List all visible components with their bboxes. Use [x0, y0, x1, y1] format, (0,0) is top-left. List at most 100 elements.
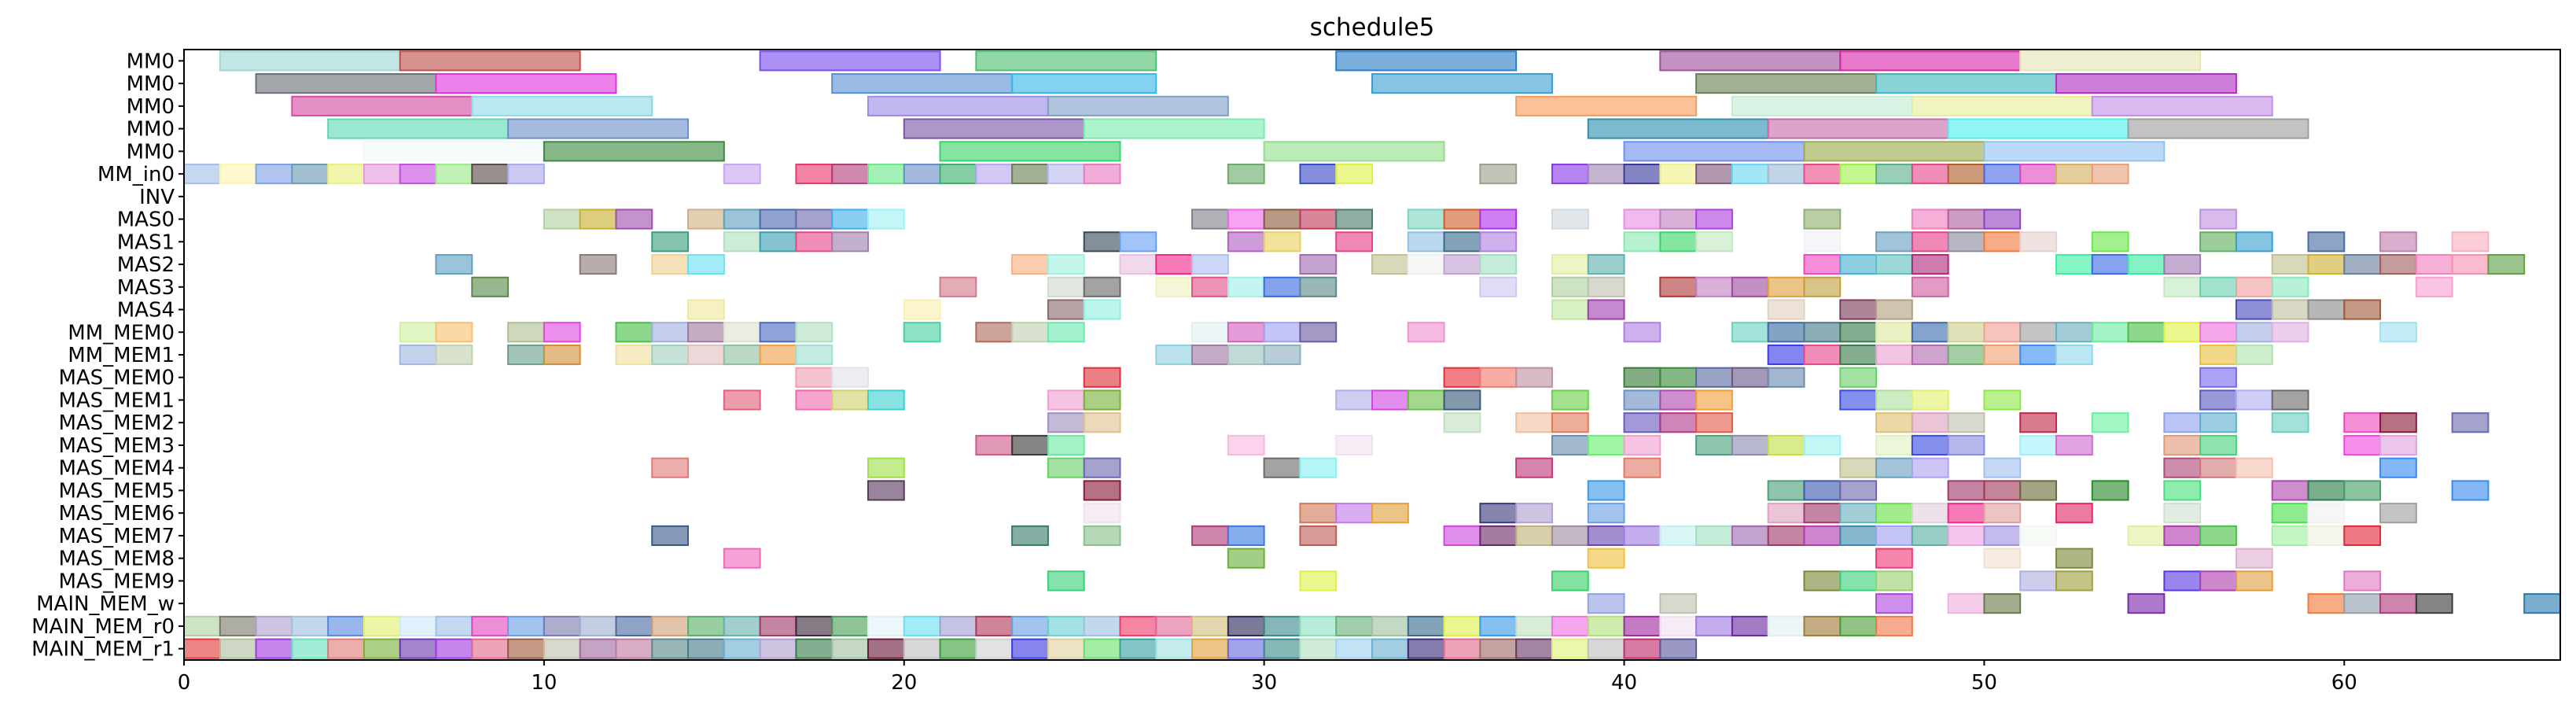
bar-row13-seg11: [1191, 344, 1229, 366]
bar-row12-seg15: [1227, 322, 1265, 343]
bar-row26-seg20: [903, 638, 941, 659]
bar-row26-seg22: [975, 638, 1014, 659]
plot-frame: [183, 49, 2561, 661]
bar-row18-seg8: [1839, 457, 1878, 478]
bar-row26-seg24: [1047, 638, 1085, 659]
bar-row12-seg22: [1803, 322, 1842, 343]
bar-row25-seg11: [579, 615, 617, 636]
bar-row25-seg47: [1875, 615, 1913, 636]
bar-row19-seg1: [1083, 480, 1121, 501]
bar-row23-seg1: [1299, 570, 1338, 592]
bar-row13-seg1: [435, 344, 473, 366]
bar-row13-seg3: [543, 344, 581, 366]
bar-row23-seg10: [2235, 570, 2273, 592]
bar-row14-seg1: [831, 367, 869, 388]
bar-row19-seg8: [2019, 480, 2057, 501]
bar-row25-seg30: [1263, 615, 1301, 636]
bar-row22-seg6: [2235, 548, 2273, 569]
bar-row15-seg17: [1983, 389, 2022, 411]
bar-row23-seg2: [1551, 570, 1589, 592]
bar-row5-seg11: [795, 164, 834, 185]
bar-row2-seg7: [2091, 95, 2273, 116]
bar-row3-seg2: [903, 118, 1085, 139]
bar-row12-seg5: [651, 322, 690, 343]
bar-row20-seg10: [1875, 503, 1913, 524]
bar-row23-seg0: [1047, 570, 1085, 592]
bar-row15-seg13: [1695, 389, 1733, 411]
bar-row16-seg17: [2379, 412, 2417, 433]
bar-row9-seg0: [435, 253, 473, 275]
bar-row24-seg3: [1947, 593, 1985, 614]
bar-row4-seg3: [1263, 141, 1445, 162]
y-tick-label: MAIN_MEM_r1: [31, 638, 175, 662]
bar-row26-seg14: [687, 638, 725, 659]
bar-row17-seg4: [1335, 434, 1374, 456]
bar-row26-seg31: [1299, 638, 1338, 659]
bar-row4-seg5: [1803, 141, 1985, 162]
x-tick-label: 0: [178, 671, 191, 695]
bar-row15-seg0: [723, 389, 761, 411]
bar-row17-seg20: [2379, 434, 2417, 456]
bar-row0-seg7: [2019, 50, 2202, 72]
bar-row25-seg0: [183, 615, 221, 636]
bar-row19-seg12: [2307, 480, 2346, 501]
bar-row25-seg3: [291, 615, 329, 636]
bar-row14-seg5: [1515, 367, 1553, 388]
bar-row11-seg12: [2343, 299, 2382, 320]
bar-row9-seg27: [2379, 253, 2417, 275]
bar-row14-seg7: [1659, 367, 1698, 388]
bar-row3-seg3: [1083, 118, 1265, 139]
bar-row11-seg2: [1047, 299, 1085, 320]
bar-row19-seg14: [2451, 480, 2490, 501]
bar-row21-seg7: [1479, 525, 1518, 546]
bar-row16-seg15: [2271, 412, 2309, 433]
bar-row14-seg9: [1731, 367, 1769, 388]
bar-row16-seg18: [2451, 412, 2490, 433]
bar-row18-seg4: [1263, 457, 1301, 478]
y-tick-label: MAS_MEM1: [58, 389, 175, 412]
bar-row25-seg4: [327, 615, 365, 636]
bar-row12-seg25: [1911, 322, 1949, 343]
bar-row17-seg5: [1551, 434, 1589, 456]
bar-row0-seg0: [219, 50, 401, 72]
bar-row5-seg0: [183, 164, 221, 185]
bar-row10-seg21: [2271, 276, 2309, 297]
bar-row14-seg2: [1083, 367, 1121, 388]
bar-row13-seg16: [1839, 344, 1878, 366]
bar-row3-seg7: [2127, 118, 2309, 139]
bar-row10-seg8: [1299, 276, 1338, 297]
bar-row8-seg4: [831, 231, 869, 253]
bar-row5-seg16: [975, 164, 1014, 185]
bar-row26-seg38: [1551, 638, 1589, 659]
bar-row16-seg13: [2163, 412, 2202, 433]
bar-row10-seg19: [2199, 276, 2237, 297]
bar-row13-seg24: [2235, 344, 2273, 366]
bar-row8-seg13: [1623, 231, 1662, 253]
bar-row15-seg10: [1551, 389, 1589, 411]
bar-row8-seg27: [2451, 231, 2490, 253]
bar-row21-seg21: [1983, 525, 2022, 546]
bar-row24-seg2: [1875, 593, 1913, 614]
bar-row25-seg37: [1515, 615, 1553, 636]
bar-row18-seg13: [2199, 457, 2237, 478]
bar-row9-seg24: [2271, 253, 2309, 275]
bar-row17-seg0: [975, 434, 1014, 456]
bar-row23-seg8: [2163, 570, 2202, 592]
bar-row7-seg9: [1191, 208, 1229, 230]
bar-row10-seg10: [1551, 276, 1589, 297]
bar-row21-seg24: [2163, 525, 2202, 546]
bar-row25-seg32: [1335, 615, 1374, 636]
bar-row13-seg23: [2199, 344, 2237, 366]
bar-row8-seg10: [1407, 231, 1445, 253]
bar-row26-seg28: [1191, 638, 1229, 659]
bar-row11-seg3: [1083, 299, 1121, 320]
bar-row18-seg6: [1515, 457, 1553, 478]
bar-row9-seg16: [1803, 253, 1842, 275]
bar-row25-seg28: [1191, 615, 1229, 636]
bar-row17-seg13: [1911, 434, 1949, 456]
bar-row9-seg4: [1011, 253, 1049, 275]
bar-row25-seg12: [615, 615, 653, 636]
bar-row17-seg15: [2019, 434, 2057, 456]
bar-row21-seg16: [1803, 525, 1842, 546]
bar-row25-seg16: [759, 615, 797, 636]
